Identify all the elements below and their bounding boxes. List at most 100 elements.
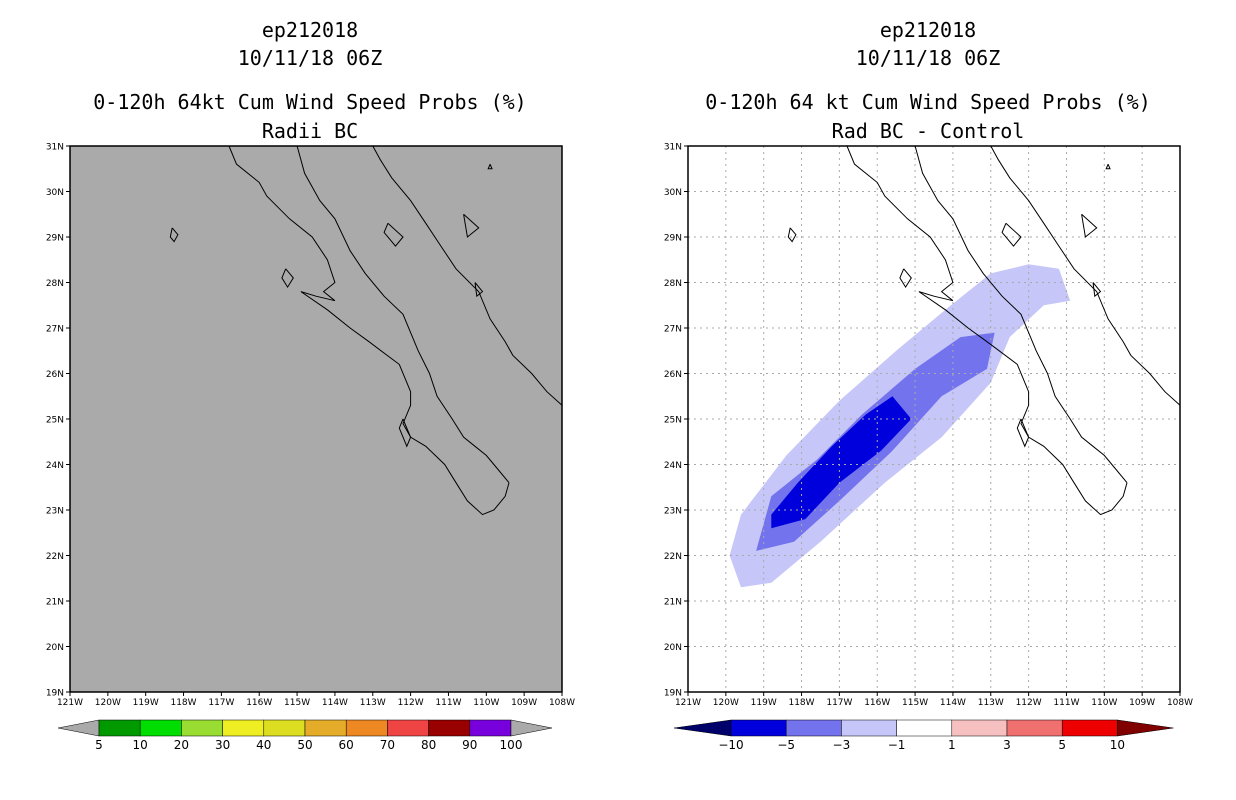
- right-map: 31N30N29N28N27N26N25N24N23N22N21N20N19N1…: [664, 143, 1193, 709]
- coastline: [914, 145, 1128, 484]
- island: [487, 164, 493, 170]
- colorbar-arrow-left: [57, 719, 100, 737]
- colorbar-label: 100: [500, 738, 523, 752]
- lat-label: 29N: [664, 234, 682, 244]
- colorbar-swatch: [98, 719, 141, 737]
- lon-label: 116W: [246, 698, 272, 708]
- lon-label: 110W: [1091, 698, 1117, 708]
- colorbar-label: 60: [339, 738, 354, 752]
- colorbar-swatch: [387, 719, 429, 737]
- colorbar-label: 90: [462, 738, 477, 752]
- lon-label: 113W: [360, 698, 386, 708]
- colorbar-label: 10: [133, 738, 148, 752]
- lat-label: 24N: [664, 461, 682, 471]
- colorbar-swatch: [896, 719, 953, 737]
- island: [398, 418, 412, 448]
- lon-label: 115W: [902, 698, 928, 708]
- lat-label: 24N: [46, 461, 64, 471]
- colorbar-swatch: [263, 719, 306, 737]
- lon-label: 114W: [322, 698, 348, 708]
- lat-label: 29N: [46, 234, 64, 244]
- right-storm-id: ep212018: [879, 18, 977, 42]
- lat-label: 23N: [664, 507, 682, 517]
- colorbar-label: 70: [380, 738, 395, 752]
- lat-label: 19N: [46, 689, 64, 699]
- colorbar-label: −1: [888, 738, 906, 752]
- lon-label: 108W: [1167, 698, 1193, 708]
- colorbar-label: 80: [421, 738, 436, 752]
- colorbar-swatch: [428, 719, 471, 737]
- lat-label: 20N: [46, 643, 64, 653]
- lat-label: 23N: [46, 507, 64, 517]
- island: [474, 282, 484, 298]
- lat-label: 22N: [664, 552, 682, 562]
- colorbar-swatch: [222, 719, 265, 737]
- colorbar-swatch: [730, 719, 787, 737]
- colorbar-label: 10: [1110, 738, 1125, 752]
- colorbar-label: 1: [948, 738, 956, 752]
- lon-label: 119W: [751, 698, 777, 708]
- colorbar-swatch: [785, 719, 842, 737]
- lon-label: 121W: [675, 698, 701, 708]
- coastline: [846, 145, 1128, 516]
- coastline: [990, 145, 1181, 406]
- coastline: [228, 145, 510, 516]
- lat-label: 25N: [46, 416, 64, 426]
- colorbar-label: 50: [297, 738, 312, 752]
- lon-label: 120W: [95, 698, 121, 708]
- left-subtitle: Radii BC: [261, 119, 359, 143]
- colorbar-swatch: [304, 719, 347, 737]
- lon-label: 112W: [1016, 698, 1042, 708]
- colorbar-label: −10: [718, 738, 743, 752]
- island: [899, 268, 912, 289]
- lon-label: 113W: [978, 698, 1004, 708]
- right-subtitle: Rad BC - Control: [831, 119, 1025, 143]
- lat-label: 28N: [46, 279, 64, 289]
- left-map: 31N30N29N28N27N26N25N24N23N22N21N20N19N1…: [46, 143, 575, 709]
- lat-label: 30N: [664, 188, 682, 198]
- colorbar-swatch: [181, 719, 223, 737]
- island: [281, 268, 294, 289]
- colorbar-swatch: [139, 719, 182, 737]
- colorbar-swatch: [1061, 719, 1118, 737]
- island: [787, 227, 797, 243]
- colorbar-swatch: [345, 719, 388, 737]
- colorbar-swatch: [841, 719, 897, 737]
- lon-label: 114W: [940, 698, 966, 708]
- colorbar-label: 20: [174, 738, 189, 752]
- left-title: 0-120h 64kt Cum Wind Speed Probs (%): [93, 90, 527, 114]
- colorbar-label: −3: [833, 738, 851, 752]
- colorbar-swatch: [951, 719, 1008, 737]
- diff-contour-dark: [771, 396, 912, 529]
- lat-label: 22N: [46, 552, 64, 562]
- colorbar-label: 3: [1003, 738, 1011, 752]
- colorbar-label: 40: [256, 738, 271, 752]
- lat-label: 25N: [664, 416, 682, 426]
- island: [1092, 282, 1102, 298]
- lon-label: 115W: [284, 698, 310, 708]
- coastline: [372, 145, 563, 406]
- lat-label: 30N: [46, 188, 64, 198]
- lon-label: 117W: [826, 698, 852, 708]
- colorbar-label: 30: [215, 738, 230, 752]
- colorbar-arrow-right: [510, 719, 553, 737]
- colorbar-arrow-right: [1117, 719, 1174, 737]
- lat-label: 31N: [664, 143, 682, 153]
- colorbar-arrow-left: [673, 719, 732, 737]
- lat-label: 26N: [664, 370, 682, 380]
- lon-label: 118W: [170, 698, 196, 708]
- island: [1016, 418, 1030, 448]
- lon-label: 108W: [549, 698, 575, 708]
- colorbar-swatch: [1006, 719, 1063, 737]
- lon-label: 117W: [208, 698, 234, 708]
- right-datetime: 10/11/18 06Z: [855, 46, 1001, 70]
- coastline: [296, 145, 510, 484]
- island: [1081, 213, 1098, 238]
- left-storm-id: ep212018: [261, 18, 359, 42]
- island: [1001, 222, 1022, 247]
- island: [169, 227, 179, 243]
- lon-label: 112W: [398, 698, 424, 708]
- colorbar-label: 5: [1058, 738, 1066, 752]
- lat-label: 28N: [664, 279, 682, 289]
- lon-label: 120W: [713, 698, 739, 708]
